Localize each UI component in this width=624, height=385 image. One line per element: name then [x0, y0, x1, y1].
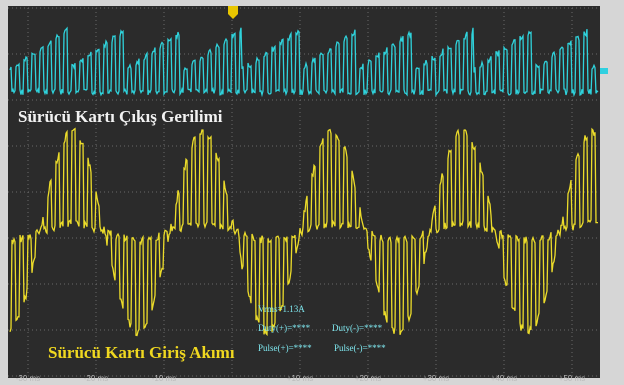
time-tick-label: -30 ms [16, 374, 40, 383]
time-tick-label: +40 ms [491, 374, 517, 383]
waveform-label: Sürücü Kartı Çıkış Gerilimi [18, 107, 223, 126]
time-tick-label: -10 ms [152, 374, 176, 383]
time-tick-label: -20 ms [84, 374, 108, 383]
measurement: Duty(+)=**** [258, 323, 311, 333]
measurement: Duty(-)=**** [332, 323, 383, 333]
scope-screen: Sürücü Kartı Çıkış Gerilimi Sürücü Kartı… [0, 0, 624, 385]
measurement: Vrms=1.13A [258, 304, 305, 314]
measurement: Pulse(-)=**** [334, 343, 386, 353]
time-tick-label: +30 ms [423, 374, 449, 383]
channel-marker [600, 68, 608, 74]
time-tick-label: +10 ms [287, 374, 313, 383]
waveform-label: Sürücü Kartı Giriş Akımı [48, 343, 235, 362]
measurement: Pulse(+)=**** [258, 343, 312, 353]
time-tick-label: +50 ms [559, 374, 585, 383]
time-tick-label: +20 ms [355, 374, 381, 383]
